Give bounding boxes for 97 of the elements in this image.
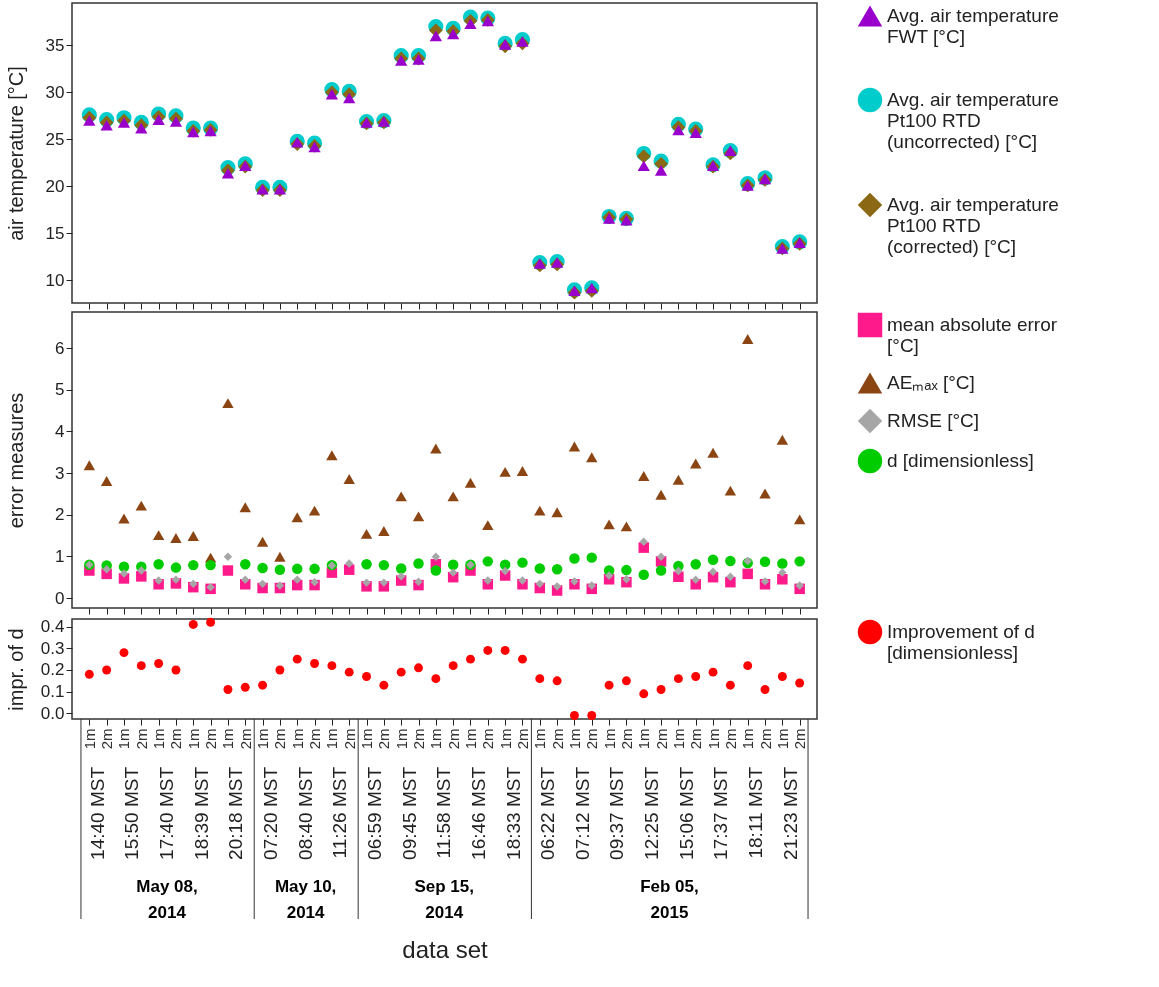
- y-tick-label: 1: [55, 546, 65, 566]
- text: 18:39 MST: [190, 766, 212, 860]
- y-axis-title: impr. of d: [4, 628, 27, 711]
- x-tick-label: 1m: [80, 728, 98, 750]
- text: Sep 15, 2014: [414, 877, 474, 922]
- y-axis-title: air temperature [°C]: [4, 66, 27, 241]
- x-tick-label: 2m: [721, 728, 739, 750]
- y-tick-label: 0.0: [40, 703, 65, 723]
- x-tick-label: 1m: [669, 728, 687, 750]
- text: 09:45 MST: [398, 766, 420, 860]
- legend-label: RMSE [°C]: [887, 410, 980, 431]
- y-tick-label: 0.3: [40, 638, 65, 658]
- legend-label: d [dimensionless]: [887, 450, 1034, 471]
- y-tick-label: 10: [45, 270, 65, 290]
- y-tick-label: 35: [45, 35, 65, 55]
- x-tick-label: 1m: [461, 728, 479, 750]
- legend-label: Avg. air temperature FWT [°C]: [887, 5, 1059, 47]
- x-tick-label: 2m: [617, 728, 635, 750]
- x-tick-label: 1m: [635, 728, 653, 750]
- x-tick-label: 1m: [704, 728, 722, 750]
- y-tick-label: 25: [45, 129, 65, 149]
- text: 18:33 MST: [502, 766, 524, 860]
- x-tick-label: 1m: [496, 728, 514, 750]
- text: 16:46 MST: [467, 766, 489, 860]
- text: 08:40 MST: [294, 766, 316, 860]
- text: 17:40 MST: [156, 766, 177, 860]
- x-tick-label: 1m: [115, 728, 133, 750]
- y-tick-label: 0.1: [40, 682, 65, 702]
- y-tick-label: 4: [55, 421, 65, 441]
- x-tick-label: 2m: [548, 728, 566, 750]
- x-tick-label: 2m: [410, 728, 428, 750]
- x-tick-label: 1m: [288, 728, 306, 750]
- x-tick-label: 1m: [392, 728, 410, 750]
- text: 11:26 MST: [329, 766, 351, 859]
- x-tick-label: 2m: [479, 728, 497, 750]
- x-tick-label: 2m: [98, 728, 116, 750]
- x-tick-label: 1m: [739, 728, 757, 750]
- text: May 10, 2014: [274, 877, 337, 922]
- x-tick-label: 1m: [565, 728, 583, 750]
- text: Feb 05, 2015: [640, 877, 699, 922]
- text: 14:40 MST: [86, 766, 108, 860]
- x-tick-label: 2m: [340, 728, 358, 750]
- x-tick-label: 2m: [513, 728, 531, 750]
- x-tick-label: 1m: [358, 728, 376, 750]
- text: 15:06 MST: [675, 766, 697, 860]
- text: 12:25 MST: [641, 766, 663, 860]
- y-tick-label: 30: [45, 82, 65, 102]
- x-tick-label: 2m: [687, 728, 705, 750]
- x-tick-label: 2m: [236, 728, 254, 750]
- x-tick-label: 1m: [427, 728, 445, 750]
- x-tick-label: 2m: [167, 728, 185, 750]
- y-tick-label: 5: [55, 380, 65, 400]
- x-tick-label: 2m: [306, 728, 324, 750]
- x-tick-label: 2m: [583, 728, 601, 750]
- x-tick-label: 1m: [254, 728, 272, 750]
- y-tick-label: 0.2: [40, 660, 65, 680]
- text: 07:20 MST: [259, 766, 281, 860]
- x-tick-label: 1m: [531, 728, 549, 750]
- x-tick-label: 2m: [756, 728, 774, 750]
- x-tick-label: 1m: [219, 728, 237, 750]
- x-tick-label: 1m: [323, 728, 341, 750]
- y-tick-label: 2: [55, 505, 65, 525]
- legend-label: Avg. air temperature Pt100 RTD (corrected) [°C]: [887, 194, 1059, 257]
- text: May 08, 2014: [136, 877, 198, 922]
- legend-label: Avg. air temperature Pt100 RTD (uncorrected) [°C]: [887, 89, 1059, 152]
- x-tick-label: 2m: [132, 728, 150, 750]
- x-tick-label: 1m: [184, 728, 202, 750]
- y-tick-label: 15: [45, 223, 65, 243]
- text: 20:18 MST: [225, 766, 247, 860]
- x-tick-label: 2m: [202, 728, 220, 750]
- x-axis-title: data set: [402, 936, 489, 964]
- text: 17:37 MST: [710, 766, 732, 860]
- x-tick-label: 2m: [271, 728, 289, 750]
- text: 06:59 MST: [363, 766, 385, 860]
- x-tick-label: 2m: [375, 728, 393, 750]
- text: 09:37 MST: [606, 766, 628, 860]
- x-tick-label: 2m: [444, 728, 462, 750]
- text: 18:11 MST: [745, 766, 767, 859]
- text: 21:23 MST: [779, 766, 801, 860]
- x-tick-label: 1m: [773, 728, 791, 750]
- y-axis-title: error measures: [4, 392, 27, 529]
- y-tick-label: 20: [45, 176, 65, 196]
- y-tick-label: 6: [55, 338, 65, 358]
- legend-label: Improvement of d [dimensionless]: [887, 621, 1035, 663]
- legend-label: mean absolute error [°C]: [887, 314, 1058, 356]
- x-tick-label: 1m: [150, 728, 168, 750]
- legend-label: AEₘₐₓ [°C]: [887, 372, 975, 393]
- x-tick-label: 2m: [791, 728, 809, 750]
- x-tick-label: 2m: [652, 728, 670, 750]
- text: 15:50 MST: [121, 766, 143, 860]
- y-tick-label: 0.4: [40, 617, 65, 637]
- x-tick-label: 1m: [600, 728, 618, 750]
- text: 06:22 MST: [537, 766, 559, 860]
- y-tick-label: 0: [55, 588, 65, 608]
- y-tick-label: 3: [55, 463, 65, 483]
- text: 11:58 MST: [433, 766, 455, 859]
- text: 07:12 MST: [571, 766, 593, 860]
